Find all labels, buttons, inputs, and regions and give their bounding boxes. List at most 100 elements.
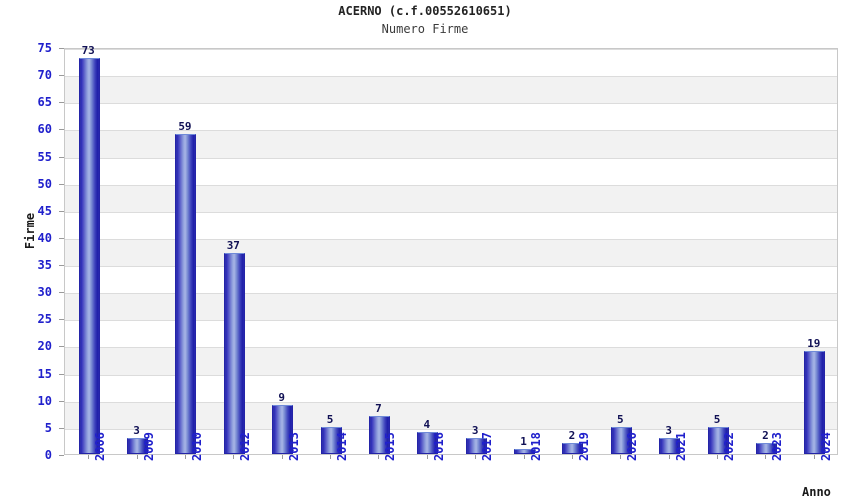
x-tick-mark xyxy=(282,455,283,459)
x-tick-mark xyxy=(620,455,621,459)
bar-2018[interactable] xyxy=(514,448,536,454)
x-tick-mark xyxy=(137,455,138,459)
chart-title-block: ACERNO (c.f.00552610651) Numero Firme xyxy=(0,4,850,38)
bar-2009[interactable] xyxy=(127,437,149,454)
gridline xyxy=(65,429,837,430)
y-tick-label: 35 xyxy=(37,258,52,273)
x-tick-label: 2009 xyxy=(141,432,156,461)
y-tick-mark xyxy=(59,455,64,456)
bar-value-label: 7 xyxy=(375,402,382,415)
gridline xyxy=(65,375,837,376)
bar-2024[interactable] xyxy=(804,350,826,454)
y-tick-mark xyxy=(59,346,64,347)
gridline xyxy=(65,402,837,403)
bar-2010[interactable] xyxy=(175,133,197,454)
gridline xyxy=(65,130,837,131)
bar-value-label: 5 xyxy=(713,412,721,426)
gridline xyxy=(65,185,837,186)
bar-2014[interactable] xyxy=(320,426,342,454)
x-tick-mark xyxy=(475,455,476,459)
bar-value-label: 3 xyxy=(133,423,140,437)
y-tick-label: 40 xyxy=(37,230,52,245)
gridline xyxy=(65,212,837,213)
x-tick-mark xyxy=(765,455,766,459)
x-tick-mark xyxy=(378,455,379,459)
bar-value-label: 5 xyxy=(617,412,624,426)
y-tick-mark xyxy=(59,401,64,402)
gridline xyxy=(65,49,837,50)
bar-value-label: 19 xyxy=(807,336,821,350)
bar-value-label: 59 xyxy=(178,119,192,133)
y-tick-label: 30 xyxy=(37,285,52,300)
bar-2006[interactable] xyxy=(78,57,100,454)
x-tick-label: 2021 xyxy=(673,432,688,461)
y-tick-label: 65 xyxy=(37,95,52,110)
y-tick-label: 50 xyxy=(37,176,52,191)
y-tick-label: 75 xyxy=(37,41,52,55)
bar-value-label: 9 xyxy=(278,391,285,405)
x-tick-label: 2017 xyxy=(480,432,495,461)
plot-area xyxy=(64,48,838,455)
gridline xyxy=(65,347,837,348)
y-tick-label: 10 xyxy=(37,393,52,408)
y-tick-label: 60 xyxy=(37,122,52,137)
x-tick-mark xyxy=(814,455,815,459)
y-tick-mark xyxy=(59,102,64,103)
x-tick-label: 2022 xyxy=(722,432,737,461)
bar-2012[interactable] xyxy=(223,253,245,454)
y-tick-label: 45 xyxy=(37,203,52,218)
bar-value-label: 73 xyxy=(81,43,95,57)
x-tick-label: 2015 xyxy=(383,432,398,461)
x-tick-label: 2020 xyxy=(625,432,640,461)
y-tick-mark xyxy=(59,211,64,212)
plot-band xyxy=(65,76,837,104)
bar-value-label: 37 xyxy=(226,239,240,253)
bar-value-label: 1 xyxy=(520,434,527,448)
y-tick-label: 0 xyxy=(44,448,52,462)
bar-2016[interactable] xyxy=(417,432,439,454)
x-tick-mark xyxy=(233,455,234,459)
x-tick-mark xyxy=(427,455,428,459)
x-tick-label: 2024 xyxy=(818,432,833,461)
y-tick-mark xyxy=(59,157,64,158)
y-tick-mark xyxy=(59,75,64,76)
y-tick-mark xyxy=(59,265,64,266)
bar-value-label: 4 xyxy=(423,418,431,432)
bar-value-label: 3 xyxy=(665,423,672,437)
gridline xyxy=(65,76,837,77)
gridline xyxy=(65,320,837,321)
y-tick-label: 70 xyxy=(37,68,52,83)
x-tick-label: 2006 xyxy=(93,432,108,461)
bar-2013[interactable] xyxy=(272,405,294,454)
x-tick-mark xyxy=(572,455,573,459)
x-axis-title: Anno xyxy=(802,485,831,499)
bar-value-label: 2 xyxy=(568,429,576,443)
chart-subtitle: Numero Firme xyxy=(381,22,469,36)
x-tick-mark xyxy=(88,455,89,459)
y-tick-mark xyxy=(59,428,64,429)
x-tick-label: 2010 xyxy=(189,432,204,461)
gridline xyxy=(65,239,837,240)
bar-2015[interactable] xyxy=(368,416,390,454)
bar-2023[interactable] xyxy=(755,443,777,454)
y-tick-label: 55 xyxy=(37,149,52,164)
bar-2017[interactable] xyxy=(465,437,487,454)
gridline xyxy=(65,266,837,267)
x-tick-label: 2012 xyxy=(238,432,253,461)
y-tick-label: 15 xyxy=(37,366,52,381)
y-tick-mark xyxy=(59,48,64,49)
y-tick-mark xyxy=(59,129,64,130)
y-tick-mark xyxy=(59,374,64,375)
y-tick-label: 20 xyxy=(37,339,52,354)
bar-value-label: 3 xyxy=(471,423,479,437)
bar-2022[interactable] xyxy=(707,426,729,454)
bar-value-label: 5 xyxy=(326,412,334,426)
bar-2020[interactable] xyxy=(610,426,632,454)
bar-2019[interactable] xyxy=(562,443,584,454)
y-tick-mark xyxy=(59,238,64,239)
x-tick-mark xyxy=(717,455,718,459)
page-title: ACERNO (c.f.00552610651) xyxy=(338,4,512,18)
y-tick-mark xyxy=(59,319,64,320)
bar-2021[interactable] xyxy=(659,437,681,454)
